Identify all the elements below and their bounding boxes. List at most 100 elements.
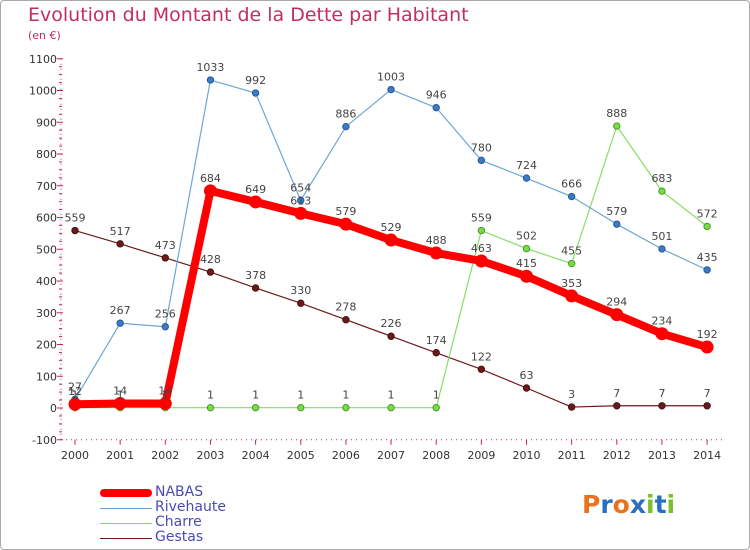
data-point-nabas [294, 206, 308, 220]
data-label-nabas: 12 [68, 385, 82, 398]
y-tick-label: 1100 [29, 53, 57, 66]
data-point-nabas [565, 289, 579, 303]
data-point-gestas [116, 240, 124, 248]
data-point-rivehaute [251, 89, 260, 97]
data-point-rivehaute [161, 323, 170, 331]
data-label-charre: 1 [297, 389, 304, 402]
x-tick-label: 2009 [467, 449, 495, 462]
x-tick-label: 2000 [61, 449, 89, 462]
data-label-gestas: 278 [335, 301, 356, 314]
data-point-gestas [703, 402, 711, 410]
data-label-charre: 1 [117, 389, 124, 402]
legend-label-gestas: Gestas [155, 529, 204, 545]
data-label-nabas: 415 [516, 257, 537, 270]
data-point-gestas [613, 402, 621, 410]
y-tick-label: 700 [36, 180, 57, 193]
data-point-nabas [610, 308, 624, 322]
data-label-nabas: 14 [158, 385, 172, 398]
data-label-gestas: 330 [290, 284, 311, 297]
data-label-charre: 502 [516, 230, 537, 243]
legend-swatch-gestas [100, 538, 152, 539]
data-label-rivehaute: 992 [245, 74, 266, 87]
data-point-nabas [113, 397, 127, 411]
data-point-nabas [655, 327, 669, 341]
logo-letter: r [600, 490, 613, 519]
data-point-nabas [520, 269, 533, 283]
y-tick-label: 200 [36, 339, 57, 352]
data-label-nabas: 234 [651, 315, 672, 328]
data-point-charre [613, 122, 621, 130]
data-point-nabas [339, 217, 353, 231]
x-tick-label: 2010 [513, 449, 541, 462]
data-label-nabas: 353 [561, 277, 582, 290]
data-label-charre: 683 [651, 172, 672, 185]
legend-item-nabas: NABAS [100, 484, 300, 501]
data-label-nabas: 192 [697, 328, 718, 341]
logo-letter: i [666, 490, 676, 519]
y-tick-label: 800 [36, 148, 57, 161]
data-label-gestas: 174 [426, 334, 447, 347]
data-point-gestas [658, 402, 666, 410]
y-tick-label: 600 [36, 212, 57, 225]
y-tick-label: -100 [32, 434, 57, 447]
data-label-charre: 559 [471, 212, 492, 225]
legend: NABAS Rivehaute Charre Gestas [100, 484, 300, 546]
data-label-rivehaute: 1033 [196, 61, 224, 74]
data-point-gestas [387, 332, 395, 340]
data-point-rivehaute [613, 220, 621, 228]
data-point-nabas [700, 340, 714, 354]
proxiti-logo: Proxiti [582, 490, 675, 519]
data-label-nabas: 463 [471, 242, 492, 255]
x-tick-label: 2002 [151, 449, 179, 462]
data-point-gestas [161, 254, 170, 262]
x-tick-label: 2013 [648, 449, 676, 462]
data-point-gestas [522, 384, 531, 392]
data-label-charre: 1 [72, 389, 79, 402]
y-tick-label: 1000 [29, 85, 57, 98]
data-label-gestas: 7 [704, 387, 711, 400]
data-point-nabas [203, 184, 217, 198]
logo-letter: P [582, 490, 601, 519]
data-point-charre [477, 226, 486, 235]
y-tick-label: 0 [50, 402, 57, 415]
data-point-rivehaute [297, 196, 305, 205]
x-tick-label: 2003 [196, 449, 224, 462]
data-label-gestas: 7 [613, 387, 620, 400]
legend-swatch-rivehaute [100, 508, 152, 509]
x-tick-label: 2004 [242, 449, 270, 462]
data-point-gestas [71, 226, 79, 235]
y-tick-label: 400 [36, 275, 57, 288]
data-label-charre: 1 [162, 389, 169, 402]
data-label-gestas: 7 [658, 387, 665, 400]
data-point-charre [251, 403, 260, 412]
x-tick-label: 2006 [332, 449, 360, 462]
data-label-gestas: 63 [520, 369, 534, 382]
data-point-charre [206, 403, 215, 412]
data-label-gestas: 3 [568, 388, 575, 401]
data-point-gestas [206, 268, 215, 276]
data-label-gestas: 226 [381, 317, 402, 330]
logo-letter: o [612, 490, 630, 519]
legend-swatch-charre [100, 523, 152, 524]
data-point-nabas [429, 246, 443, 260]
data-point-charre [297, 403, 305, 412]
data-point-rivehaute [658, 245, 666, 253]
logo-letter: i [646, 490, 655, 519]
data-label-nabas: 529 [381, 221, 402, 234]
legend-swatch-nabas [100, 489, 152, 497]
data-label-nabas: 294 [606, 296, 627, 309]
data-label-charre: 1 [433, 389, 440, 402]
data-point-rivehaute [522, 174, 531, 182]
data-label-gestas: 517 [110, 225, 131, 238]
data-label-gestas: 559 [65, 212, 86, 225]
data-point-rivehaute [432, 103, 440, 112]
legend-item-charre: Charre [100, 514, 300, 531]
y-tick-label: 100 [36, 370, 57, 383]
legend-label-rivehaute: Rivehaute [155, 499, 226, 515]
data-point-nabas [384, 233, 398, 247]
data-point-charre [387, 403, 395, 412]
logo-letter: x [629, 490, 646, 519]
data-point-charre [567, 259, 576, 268]
legend-item-gestas: Gestas [100, 529, 300, 546]
